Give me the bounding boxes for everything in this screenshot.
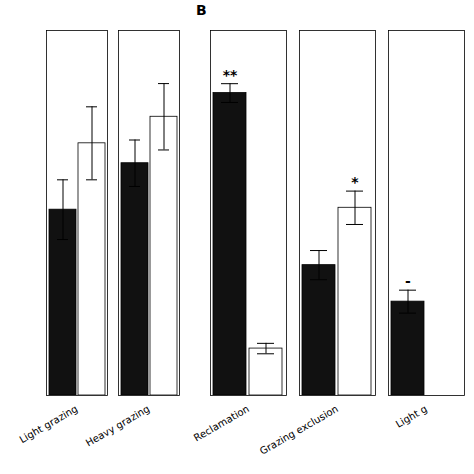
svg-text:Light g: Light g bbox=[394, 403, 429, 430]
svg-text:Grazing exclusion: Grazing exclusion bbox=[258, 403, 340, 457]
svg-text:**: ** bbox=[223, 67, 238, 83]
svg-text:-: - bbox=[405, 273, 411, 289]
svg-text:Heavy grazing: Heavy grazing bbox=[84, 403, 152, 449]
svg-text:*: * bbox=[351, 174, 359, 190]
svg-text:Reclamation: Reclamation bbox=[192, 403, 251, 444]
html-text:B: B bbox=[196, 2, 207, 18]
svg-text:Light grazing: Light grazing bbox=[17, 403, 79, 445]
